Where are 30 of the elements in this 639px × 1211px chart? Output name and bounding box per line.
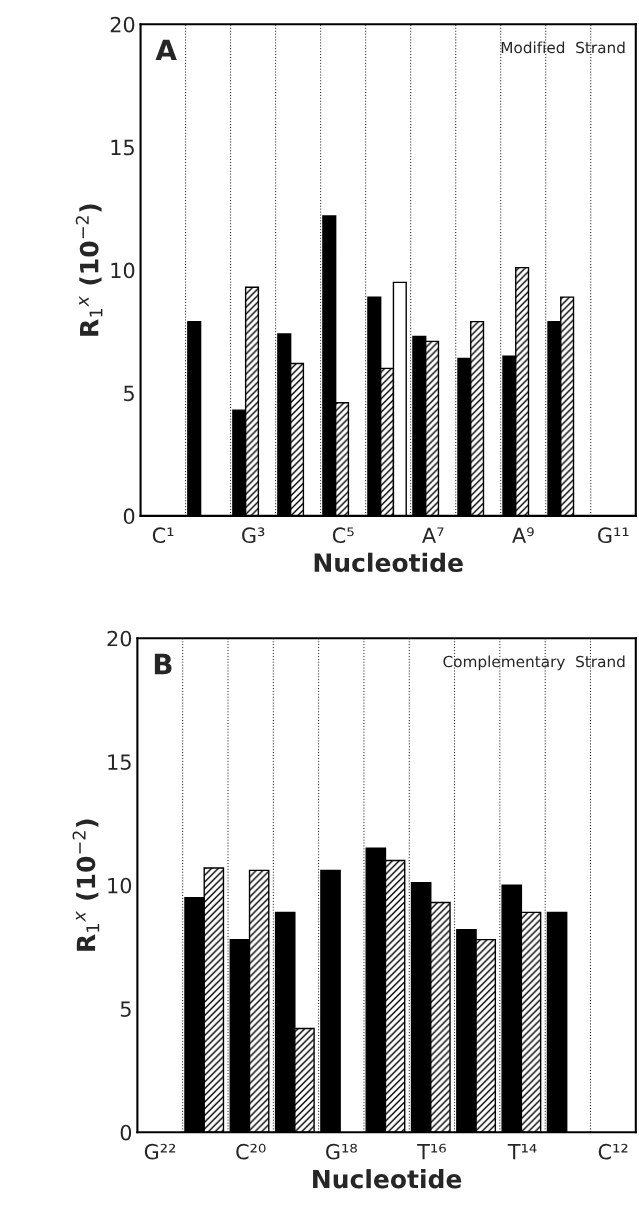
y-tick-label: 20 bbox=[110, 16, 135, 33]
x-tick-label: C¹² bbox=[598, 1143, 628, 1160]
x-tick-label: G³ bbox=[242, 527, 265, 544]
x-tick-label: T¹⁶ bbox=[417, 1143, 446, 1160]
x-tick-label: C⁵ bbox=[332, 527, 354, 544]
x-tick-label: C²⁰ bbox=[236, 1143, 266, 1160]
x-tick-label: C¹ bbox=[152, 527, 174, 544]
annotation: Complementary Strand bbox=[443, 655, 625, 671]
y-tick-label: 10 bbox=[111, 262, 135, 279]
y-tick-label: 0 bbox=[120, 1124, 132, 1141]
y-tick-label: 5 bbox=[120, 1001, 131, 1017]
y-axis-title: R$_{1}$$^{x}$ (10$^{−2}$) bbox=[75, 204, 103, 336]
x-axis-title: Nucleotide bbox=[314, 552, 463, 573]
x-tick-label: A⁹ bbox=[512, 527, 534, 543]
y-tick-label: 5 bbox=[124, 385, 134, 402]
y-tick-label: 20 bbox=[107, 630, 132, 647]
x-tick-label: G²² bbox=[144, 1143, 176, 1160]
x-axis-title: Nucleotide bbox=[313, 1169, 462, 1189]
x-tick-label: G¹¹ bbox=[598, 527, 629, 544]
y-tick-label: 15 bbox=[108, 754, 131, 770]
annotation: B bbox=[154, 653, 172, 675]
x-tick-label: A⁷ bbox=[422, 527, 444, 543]
annotation: Modified Strand bbox=[501, 41, 625, 54]
annotation: A bbox=[155, 39, 177, 61]
x-tick-label: T¹⁴ bbox=[507, 1143, 537, 1160]
y-axis-title: R$_{1}$$^{x}$ (10$^{−2}$) bbox=[72, 819, 100, 951]
y-tick-label: 10 bbox=[108, 877, 132, 894]
y-tick-label: 0 bbox=[123, 508, 135, 525]
x-tick-label: G¹⁸ bbox=[326, 1143, 357, 1160]
y-tick-label: 15 bbox=[111, 139, 134, 156]
